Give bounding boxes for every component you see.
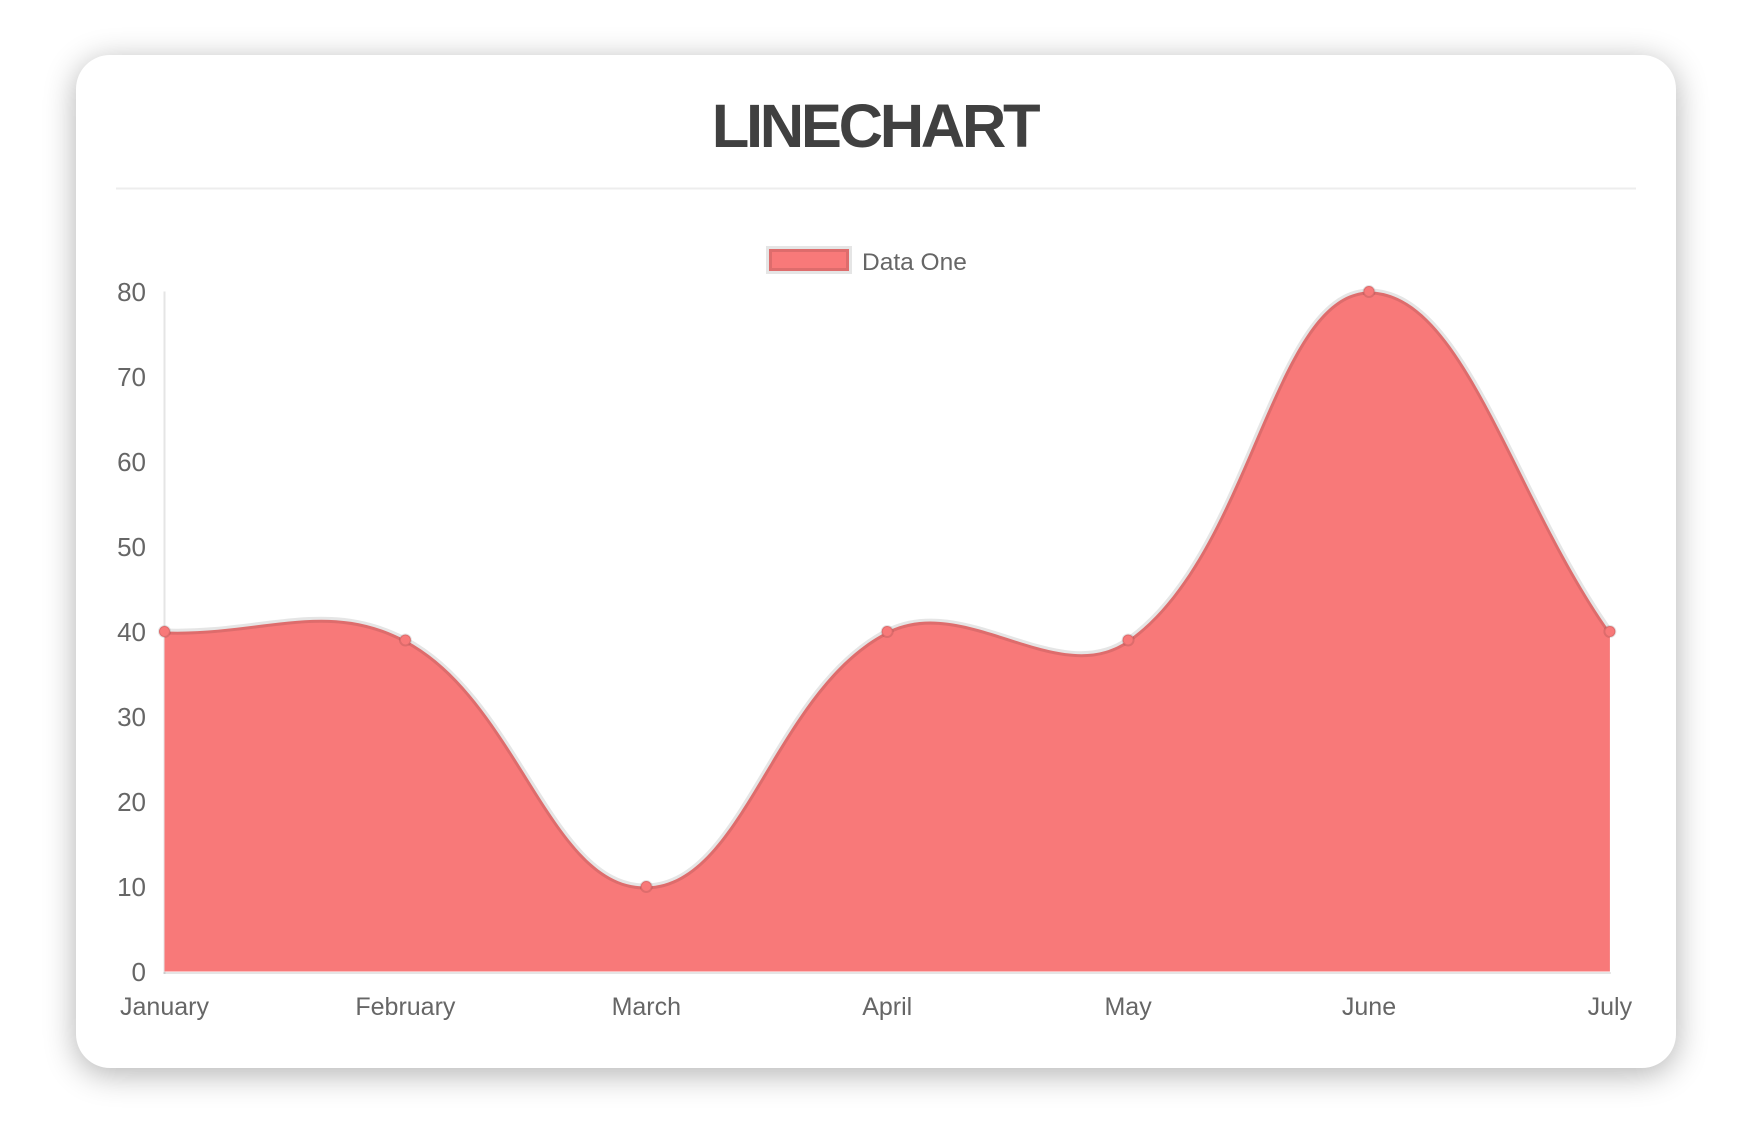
svg-text:80: 80 bbox=[117, 277, 146, 307]
svg-text:70: 70 bbox=[117, 362, 146, 392]
svg-text:July: July bbox=[1588, 993, 1633, 1021]
svg-text:60: 60 bbox=[117, 447, 146, 477]
svg-text:Data One: Data One bbox=[862, 249, 967, 276]
svg-text:January: January bbox=[120, 993, 209, 1021]
svg-text:LINECHART: LINECHART bbox=[712, 92, 1040, 161]
svg-text:April: April bbox=[862, 993, 912, 1021]
svg-text:10: 10 bbox=[117, 872, 146, 902]
svg-text:40: 40 bbox=[117, 617, 146, 647]
svg-text:February: February bbox=[355, 993, 456, 1021]
svg-text:30: 30 bbox=[117, 702, 146, 732]
svg-text:50: 50 bbox=[117, 532, 146, 562]
svg-text:June: June bbox=[1342, 993, 1396, 1021]
svg-text:March: March bbox=[612, 993, 681, 1021]
svg-text:20: 20 bbox=[117, 787, 146, 817]
svg-text:May: May bbox=[1104, 993, 1152, 1021]
svg-text:0: 0 bbox=[132, 957, 146, 987]
